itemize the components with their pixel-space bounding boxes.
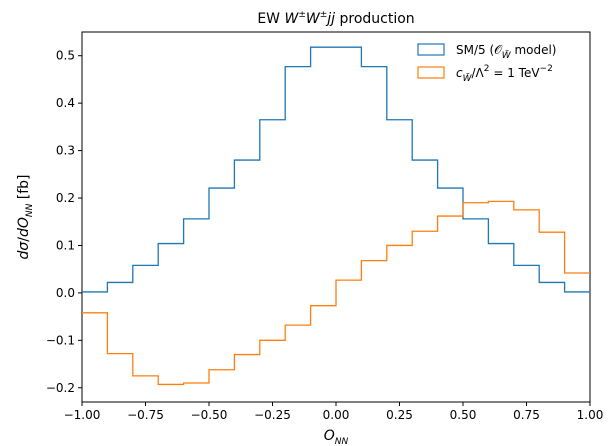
x-tick-label: 0.25 bbox=[386, 408, 413, 422]
plot-frame bbox=[81, 31, 591, 403]
chart-title: EW W±W±jj production bbox=[257, 10, 414, 27]
legend-label-sm: SM/5 (𝒪W̃ model) bbox=[456, 43, 557, 61]
x-tick-label: 1.00 bbox=[577, 408, 604, 422]
y-tick-label: 0.3 bbox=[56, 144, 75, 158]
y-tick-label: −0.2 bbox=[46, 381, 75, 395]
legend-entry-sm: SM/5 (𝒪W̃ model) bbox=[417, 43, 557, 61]
y-axis-title: dσ/dONN [fb] bbox=[16, 174, 35, 259]
x-tick-label: −0.75 bbox=[127, 408, 164, 422]
y-axis: −0.2 −0.1 0.0 0.1 0.2 0.3 0.4 0.5 bbox=[46, 49, 82, 395]
legend-entry-cw: cW̃/Λ2 = 1 TeV−2 bbox=[417, 64, 553, 84]
x-axis: −1.00 −0.75 −0.50 −0.25 0.00 0.25 0.50 0.75 1.00 bbox=[64, 402, 604, 422]
x-tick-label: −1.00 bbox=[64, 408, 101, 422]
legend-label-cw: cW̃/Λ2 = 1 TeV−2 bbox=[456, 64, 553, 84]
y-tick-label: 0.0 bbox=[56, 286, 75, 300]
x-tick-label: 0.50 bbox=[450, 408, 477, 422]
x-tick-label: 0.75 bbox=[513, 408, 540, 422]
x-tick-label: 0.00 bbox=[323, 408, 350, 422]
x-axis-title: ONN bbox=[324, 428, 349, 446]
legend-swatch-sm bbox=[417, 43, 445, 56]
series-layer bbox=[82, 46, 590, 386]
y-tick-label: 0.2 bbox=[56, 191, 75, 205]
series-cw-line bbox=[82, 200, 590, 386]
y-tick-label: 0.5 bbox=[56, 49, 75, 63]
y-tick-label: −0.1 bbox=[46, 333, 75, 347]
y-tick-label: 0.1 bbox=[56, 238, 75, 252]
x-tick-label: −0.25 bbox=[254, 408, 291, 422]
legend: SM/5 (𝒪W̃ model) cW̃/Λ2 = 1 TeV−2 bbox=[417, 43, 557, 84]
x-tick-label: −0.50 bbox=[191, 408, 228, 422]
legend-swatch-cw bbox=[417, 66, 445, 79]
y-tick-label: 0.4 bbox=[56, 96, 75, 110]
series-sm-line bbox=[82, 46, 590, 293]
